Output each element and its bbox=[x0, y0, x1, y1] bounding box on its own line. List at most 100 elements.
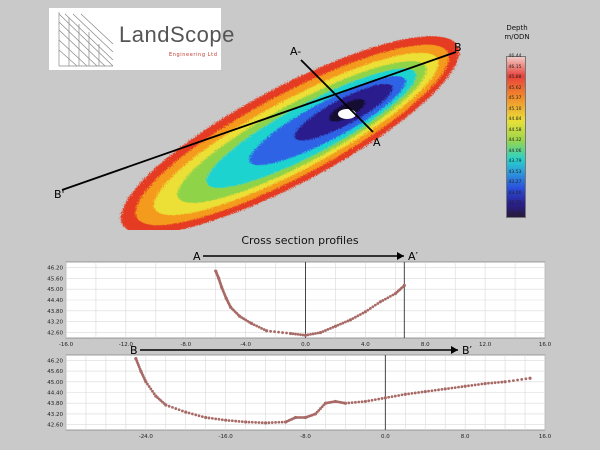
data-point-fill bbox=[230, 419, 234, 423]
data-point-fill bbox=[467, 384, 470, 388]
data-point-fill bbox=[360, 400, 364, 404]
data-point-fill bbox=[356, 314, 360, 318]
x-tick-label: 0.0 bbox=[301, 342, 310, 348]
data-point-fill bbox=[480, 382, 484, 386]
data-point-fill bbox=[255, 324, 259, 328]
colorbar-label: 44.84 bbox=[508, 117, 522, 123]
data-point bbox=[164, 403, 168, 407]
data-point bbox=[250, 321, 254, 326]
data-point-fill bbox=[376, 302, 380, 305]
data-point bbox=[224, 418, 228, 422]
data-point-fill bbox=[321, 330, 325, 333]
data-point-fill bbox=[373, 303, 377, 307]
x-tick-label: 16.0 bbox=[539, 342, 552, 348]
bathymetry-map: A- A B B' bbox=[54, 36, 462, 230]
data-point-fill bbox=[477, 383, 480, 386]
x-tick-label: 12.0 bbox=[479, 342, 492, 348]
legend-title-depth: Depth bbox=[506, 24, 528, 32]
data-point-fill bbox=[390, 395, 394, 399]
data-point-fill bbox=[250, 420, 254, 424]
data-point bbox=[244, 420, 248, 424]
data-point bbox=[378, 300, 382, 304]
data-point-fill bbox=[280, 420, 284, 424]
data-point-fill bbox=[277, 330, 280, 334]
data-point bbox=[184, 410, 188, 414]
company-logo: LandScope Engineering Ltd bbox=[49, 8, 234, 70]
data-point-fill bbox=[191, 412, 194, 416]
data-point-fill bbox=[407, 392, 411, 396]
data-point-fill bbox=[262, 328, 266, 331]
data-point-fill bbox=[147, 385, 151, 388]
data-point-fill bbox=[353, 315, 357, 319]
data-point-fill bbox=[420, 390, 424, 394]
cross-section-title: Cross section profiles bbox=[241, 234, 359, 247]
x-tick-label: -8.0 bbox=[300, 434, 311, 440]
profile-chart-b: B B′ 42.60 43.20 43.80 44.40 45.00 45.60 46.20 -2… bbox=[47, 345, 552, 440]
data-point bbox=[383, 396, 387, 400]
profile-arrowhead bbox=[451, 346, 458, 354]
data-point-fill bbox=[200, 415, 204, 419]
y-tick-label: 45.00 bbox=[47, 380, 63, 386]
data-point-fill bbox=[380, 397, 384, 400]
data-point-fill bbox=[260, 326, 263, 330]
data-point-fill bbox=[417, 391, 420, 394]
profile-end-label: A′ bbox=[408, 250, 419, 263]
colorbar-label: 45.37 bbox=[508, 96, 522, 102]
data-point-fill bbox=[511, 379, 515, 382]
data-point-fill bbox=[149, 387, 153, 391]
logo-grid-graphic bbox=[58, 12, 114, 67]
data-point-fill bbox=[346, 319, 350, 323]
data-point-fill bbox=[437, 388, 440, 392]
data-point-fill bbox=[460, 385, 464, 389]
data-point-fill bbox=[311, 332, 315, 336]
y-tick-label: 43.20 bbox=[47, 412, 63, 418]
data-point-fill bbox=[331, 325, 335, 329]
x-tick-label: -4.0 bbox=[240, 342, 251, 348]
data-point bbox=[402, 283, 406, 288]
data-point-fill bbox=[339, 322, 342, 326]
profile-chart-a: A A′ 42.60 43.20 43.80 44.40 45.00 45.60 46.20 -1… bbox=[47, 250, 552, 348]
data-point-fill bbox=[386, 296, 390, 300]
data-point-fill bbox=[493, 381, 497, 385]
y-tick-label: 44.40 bbox=[47, 298, 63, 304]
data-point-fill bbox=[457, 385, 460, 389]
island bbox=[338, 109, 356, 119]
data-point-fill bbox=[207, 416, 211, 420]
data-point-fill bbox=[281, 331, 284, 334]
data-point-fill bbox=[273, 330, 276, 334]
data-point-fill bbox=[410, 391, 414, 395]
colorbar-label: 43.53 bbox=[508, 169, 522, 175]
data-point-fill bbox=[368, 307, 372, 310]
data-point-fill bbox=[151, 389, 154, 393]
data-point bbox=[303, 333, 308, 337]
data-point-fill bbox=[324, 329, 327, 332]
data-point-fill bbox=[497, 380, 500, 384]
data-point-fill bbox=[393, 394, 397, 398]
data-point-fill bbox=[269, 329, 272, 333]
data-point-fill bbox=[240, 420, 244, 424]
data-point-fill bbox=[174, 407, 178, 410]
profile-start-label: A bbox=[193, 250, 201, 263]
data-point bbox=[343, 401, 348, 405]
colorbar-label: 42.75 bbox=[508, 201, 522, 207]
y-tick-label: 43.80 bbox=[47, 309, 63, 315]
x-tick-label: -12.0 bbox=[119, 342, 134, 348]
data-point bbox=[443, 387, 447, 391]
profile-start-label: B bbox=[130, 345, 138, 357]
data-point-fill bbox=[353, 400, 357, 404]
x-tick-label: -16.0 bbox=[59, 342, 74, 348]
data-point bbox=[204, 415, 208, 420]
section-line-a bbox=[300, 59, 374, 133]
data-point-fill bbox=[413, 391, 417, 395]
data-point-fill bbox=[277, 420, 281, 424]
data-point-fill bbox=[347, 401, 351, 405]
data-point-fill bbox=[397, 394, 401, 397]
data-point-fill bbox=[470, 383, 474, 387]
x-tick-label: 16.0 bbox=[539, 434, 552, 440]
x-tick-label: 0.0 bbox=[381, 434, 390, 440]
x-tick-label: 4.0 bbox=[361, 342, 370, 348]
data-point-fill bbox=[490, 381, 494, 385]
colorbar-label: 43.27 bbox=[508, 180, 522, 186]
data-point bbox=[463, 384, 467, 388]
data-point bbox=[403, 392, 407, 396]
